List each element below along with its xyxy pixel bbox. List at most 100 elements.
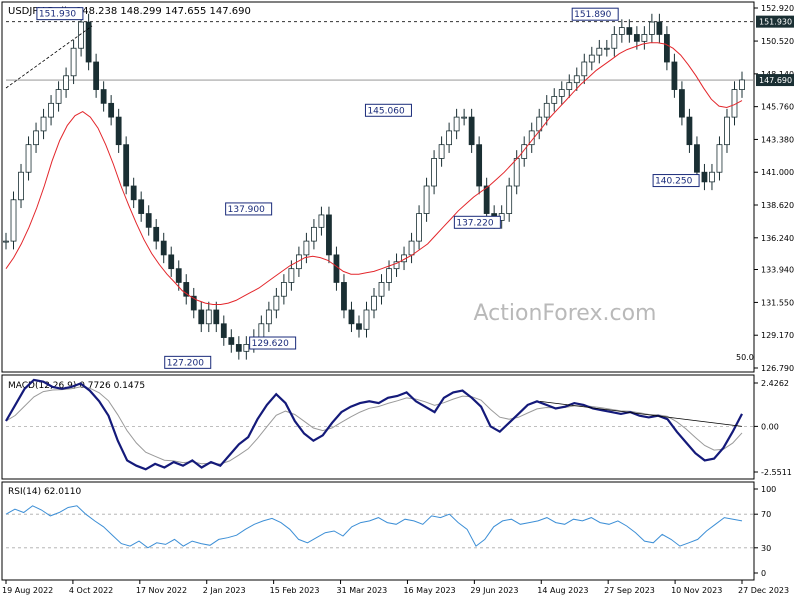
candle-body bbox=[551, 96, 558, 104]
macd-line bbox=[5, 378, 743, 471]
candle-body bbox=[446, 130, 453, 146]
candle-body bbox=[100, 89, 107, 104]
candle-body bbox=[123, 144, 130, 187]
candle-body bbox=[543, 102, 550, 118]
price-annotation-box bbox=[164, 355, 212, 369]
candle-body bbox=[431, 158, 437, 187]
candle-body bbox=[341, 282, 347, 311]
candle-body bbox=[694, 144, 700, 173]
candle-body bbox=[656, 21, 663, 35]
candle-body bbox=[724, 116, 730, 146]
candle-body bbox=[483, 185, 490, 214]
x-tick-label: 29 Jun 2023 bbox=[470, 586, 518, 595]
candle-body bbox=[168, 254, 175, 270]
price-y-tick-label: 152.920 bbox=[761, 4, 794, 13]
watermark: ActionForex.com bbox=[474, 301, 657, 326]
candle-body bbox=[138, 199, 145, 214]
candle-body bbox=[326, 214, 332, 256]
price-annotation-label: 127.200 bbox=[167, 358, 204, 368]
price-y-tick-label: 145.760 bbox=[761, 103, 794, 112]
price-panel-frame bbox=[1, 1, 755, 373]
candle-body bbox=[453, 116, 460, 132]
x-tick-label: 27 Dec 2023 bbox=[738, 586, 789, 595]
candle-body bbox=[85, 21, 92, 63]
candle-body bbox=[633, 34, 640, 42]
rsi-layer bbox=[5, 505, 754, 549]
x-tick-label: 16 May 2023 bbox=[403, 586, 455, 595]
symbol-info: USDJPY,Daily 148.238 148.299 147.655 147… bbox=[8, 6, 251, 17]
macd-trend-line bbox=[539, 400, 743, 427]
candle-body bbox=[3, 240, 9, 243]
candle-body bbox=[513, 158, 520, 187]
trend-line bbox=[5, 25, 93, 89]
candle-body bbox=[93, 61, 100, 90]
price-annotation-box bbox=[453, 215, 501, 229]
candle-body bbox=[190, 295, 197, 311]
price-annotation-box bbox=[249, 336, 297, 350]
candle-body bbox=[63, 75, 69, 90]
macd-y-tick-label: 0.00 bbox=[761, 422, 779, 431]
candle-body bbox=[108, 102, 115, 118]
candle-body bbox=[213, 309, 220, 325]
candle-body bbox=[243, 344, 250, 352]
candle-body bbox=[506, 185, 513, 214]
candle-body bbox=[558, 89, 565, 97]
candle-body bbox=[371, 295, 377, 311]
rsi-line bbox=[5, 505, 743, 549]
rsi-title: RSI(14) 62.0110 bbox=[8, 487, 81, 497]
price-y-tick-label: 129.170 bbox=[761, 331, 794, 340]
price-annotation-box bbox=[225, 202, 273, 216]
price-annotation-label: 129.620 bbox=[252, 339, 289, 349]
macd-signal-line bbox=[5, 386, 743, 465]
candle-body bbox=[288, 268, 295, 283]
price-annotation-label: 151.890 bbox=[574, 10, 611, 20]
candle-body bbox=[40, 116, 47, 132]
candle-body bbox=[468, 116, 475, 146]
price-annotation-label: 137.220 bbox=[456, 218, 493, 228]
candle-body bbox=[145, 213, 152, 228]
candle-body bbox=[363, 309, 370, 330]
price-y-tick-label: 136.240 bbox=[761, 234, 794, 243]
candle-body bbox=[160, 240, 167, 256]
ref-price-label: 151.930 bbox=[759, 18, 792, 27]
candle-body bbox=[588, 54, 595, 63]
candle-body bbox=[626, 27, 633, 35]
candle-body bbox=[33, 130, 39, 146]
candle-body bbox=[611, 34, 618, 49]
x-tick-label: 31 Mar 2023 bbox=[337, 586, 388, 595]
candle-body bbox=[175, 268, 182, 283]
candle-body bbox=[716, 144, 723, 173]
candle-body bbox=[258, 323, 265, 338]
price-y-tick-label: 138.620 bbox=[761, 201, 794, 210]
price-annotation-label: 145.060 bbox=[367, 106, 404, 116]
candle-body bbox=[408, 240, 415, 256]
candle-body bbox=[205, 309, 212, 325]
candle-body bbox=[671, 61, 678, 90]
price-y-tick-label: 126.790 bbox=[761, 364, 794, 373]
candle-body bbox=[10, 199, 17, 242]
price-y-tick-label: 131.550 bbox=[761, 298, 794, 307]
candle-body bbox=[596, 47, 603, 56]
x-tick-label: 19 Aug 2022 bbox=[2, 586, 53, 595]
candle-body bbox=[438, 144, 445, 159]
candle-body bbox=[70, 47, 77, 77]
candle-body bbox=[228, 337, 235, 345]
x-tick-label: 2 Jan 2023 bbox=[203, 586, 246, 595]
candle-body bbox=[461, 116, 468, 119]
x-tick-label: 14 Aug 2023 bbox=[537, 586, 588, 595]
candle-body bbox=[663, 34, 670, 63]
candle-body bbox=[701, 171, 708, 183]
candle-body bbox=[393, 261, 400, 270]
candle-body bbox=[603, 47, 610, 50]
macd-layer bbox=[5, 378, 754, 471]
price-y-tick-label: 141.000 bbox=[761, 168, 794, 177]
candle-body bbox=[573, 75, 580, 84]
candle-body bbox=[220, 323, 227, 338]
candle-body bbox=[648, 21, 655, 35]
price-annotation-box bbox=[652, 174, 700, 188]
macd-panel-frame bbox=[1, 374, 755, 480]
price-annotation-box bbox=[571, 7, 619, 21]
current-price-tag bbox=[756, 74, 794, 87]
candle-body bbox=[115, 116, 122, 146]
